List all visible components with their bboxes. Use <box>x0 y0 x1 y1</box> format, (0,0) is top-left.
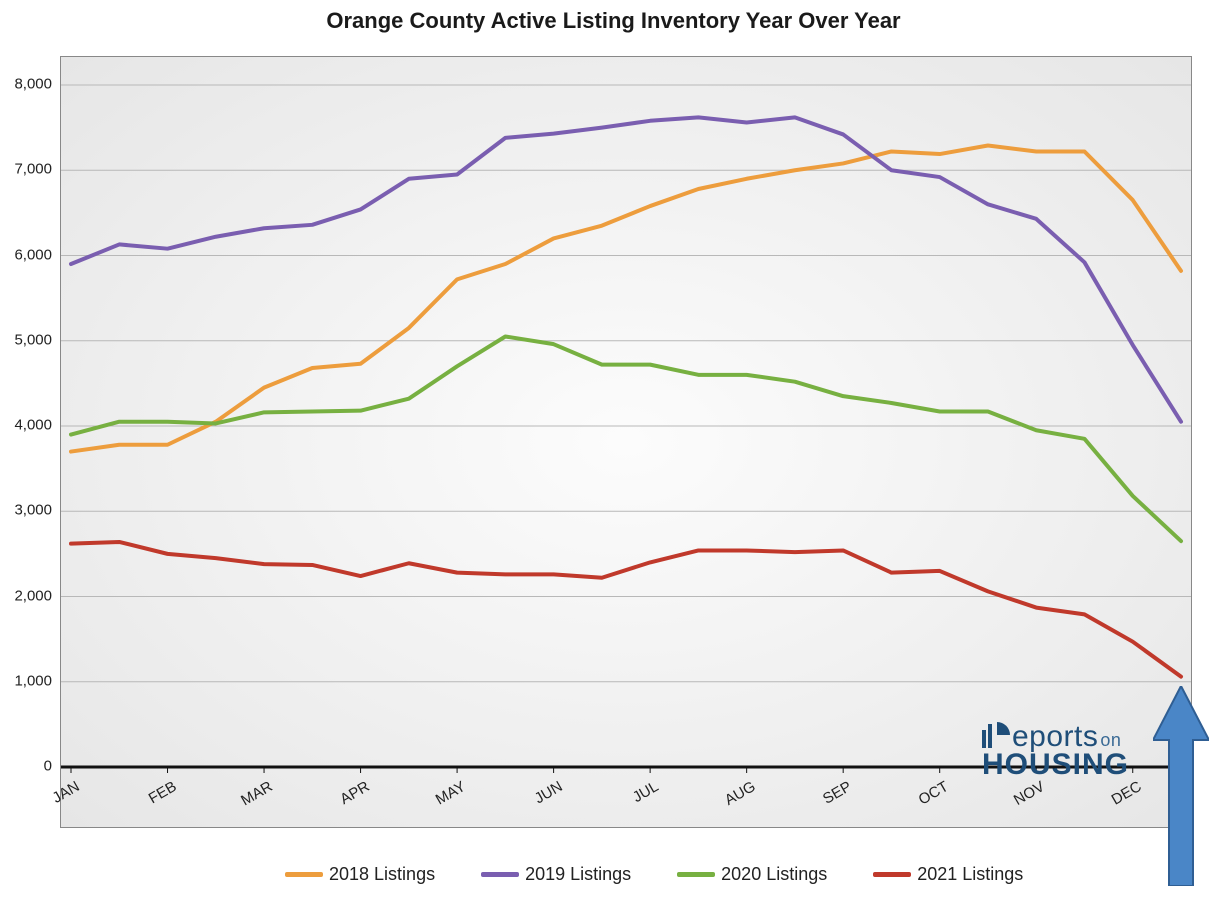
legend-item: 2019 Listings <box>481 864 631 885</box>
y-tick-label: 8,000 <box>0 76 52 93</box>
legend-swatch <box>481 872 519 877</box>
legend-item: 2021 Listings <box>873 864 1023 885</box>
series-line <box>71 336 1181 541</box>
y-tick-label: 4,000 <box>0 417 52 434</box>
y-tick-label: 6,000 <box>0 246 52 263</box>
plot-svg <box>61 57 1191 827</box>
chart-title: Orange County Active Listing Inventory Y… <box>0 8 1227 34</box>
legend-swatch <box>873 872 911 877</box>
legend: 2018 Listings 2019 Listings 2020 Listings 2… <box>285 864 1023 885</box>
y-tick-label: 1,000 <box>0 672 52 689</box>
series-line <box>71 542 1181 677</box>
chart-figure: Orange County Active Listing Inventory Y… <box>0 0 1227 917</box>
legend-label: 2020 Listings <box>721 864 827 885</box>
legend-swatch <box>285 872 323 877</box>
callout-arrow-icon <box>1153 686 1209 891</box>
series-line <box>71 146 1181 452</box>
series-line <box>71 117 1181 421</box>
y-tick-label: 5,000 <box>0 331 52 348</box>
legend-label: 2019 Listings <box>525 864 631 885</box>
watermark-logo: eportson HOUSING <box>982 720 1129 782</box>
logo-text-2: HOUSING <box>982 748 1129 782</box>
y-tick-label: 0 <box>0 758 52 775</box>
legend-label: 2018 Listings <box>329 864 435 885</box>
y-tick-label: 3,000 <box>0 502 52 519</box>
legend-item: 2018 Listings <box>285 864 435 885</box>
logo-icon <box>982 720 1012 750</box>
legend-item: 2020 Listings <box>677 864 827 885</box>
legend-swatch <box>677 872 715 877</box>
plot-area <box>60 56 1192 828</box>
legend-label: 2021 Listings <box>917 864 1023 885</box>
logo-text-1b: on <box>1098 730 1121 750</box>
y-tick-label: 7,000 <box>0 161 52 178</box>
y-tick-label: 2,000 <box>0 587 52 604</box>
